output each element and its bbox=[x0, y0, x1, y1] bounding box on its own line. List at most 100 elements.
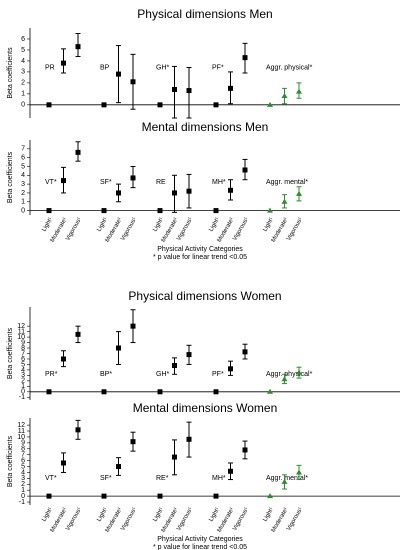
group-label: GH* bbox=[156, 371, 170, 378]
y-tick-label: 7 bbox=[21, 350, 25, 357]
y-tick-label: 1 bbox=[21, 199, 25, 206]
point bbox=[267, 101, 273, 107]
point bbox=[157, 208, 163, 214]
point bbox=[296, 190, 302, 196]
x-tick-label: Light¹ bbox=[208, 217, 221, 233]
point bbox=[213, 102, 219, 108]
group-label: MH* bbox=[212, 179, 226, 186]
group-label: RE bbox=[156, 179, 166, 186]
x-tick-label: Light¹ bbox=[96, 217, 109, 233]
point bbox=[267, 388, 273, 394]
point bbox=[228, 187, 233, 193]
group-label: PF* bbox=[212, 371, 224, 378]
group-label: Aggr. mental* bbox=[266, 179, 308, 186]
point bbox=[172, 190, 177, 196]
point bbox=[61, 60, 66, 66]
y-tick-label: 9 bbox=[21, 440, 25, 447]
point bbox=[75, 149, 81, 155]
x-tick-label: Light¹ bbox=[152, 507, 165, 523]
x-tick-label: Light¹ bbox=[41, 507, 54, 523]
point bbox=[101, 102, 107, 108]
x-tick-label: Light¹ bbox=[41, 217, 54, 233]
point bbox=[172, 86, 177, 92]
chart-title: Physical dimensions Women bbox=[128, 289, 281, 303]
y-tick-label: 5 bbox=[21, 163, 25, 170]
point bbox=[186, 88, 192, 94]
point bbox=[267, 207, 273, 213]
point bbox=[228, 468, 233, 474]
x-axis-label: Physical Activity Categories bbox=[157, 246, 243, 253]
point bbox=[61, 460, 66, 466]
point bbox=[228, 366, 233, 372]
point bbox=[101, 493, 107, 499]
point bbox=[130, 175, 136, 181]
y-tick-label: 7 bbox=[21, 452, 25, 459]
group-label: VT* bbox=[45, 179, 57, 186]
y-tick-label: 9 bbox=[21, 339, 25, 346]
y-tick-label: 12 bbox=[17, 422, 25, 429]
y-tick-label: 11 bbox=[18, 428, 25, 435]
point bbox=[186, 188, 192, 194]
y-tick-label: 8 bbox=[21, 446, 25, 453]
y-axis-label: Beta coefficients bbox=[7, 435, 14, 487]
y-tick-label: 5 bbox=[21, 463, 25, 470]
point bbox=[130, 323, 136, 329]
point bbox=[75, 331, 81, 337]
y-tick-label: 10 bbox=[17, 434, 25, 441]
y-axis-label: Beta coefficients bbox=[7, 151, 14, 203]
group-label: PR* bbox=[45, 371, 58, 378]
point bbox=[172, 454, 177, 460]
point bbox=[46, 389, 52, 395]
x-tick-label: Light¹ bbox=[96, 507, 109, 523]
y-axis-label: Beta coefficients bbox=[7, 327, 14, 379]
point bbox=[116, 190, 121, 196]
point bbox=[242, 447, 248, 453]
group-label: PR bbox=[45, 64, 55, 71]
chart-title: Mental dimensions Men bbox=[142, 120, 269, 134]
point bbox=[157, 493, 163, 499]
y-tick-label: 8 bbox=[21, 345, 25, 352]
y-tick-label: 5 bbox=[21, 47, 25, 54]
point bbox=[61, 178, 66, 184]
point bbox=[157, 389, 163, 395]
point bbox=[116, 464, 121, 470]
group-label: MH* bbox=[212, 475, 226, 482]
point bbox=[130, 79, 136, 85]
point bbox=[213, 389, 219, 395]
x-tick-label: Light¹ bbox=[152, 217, 165, 233]
point bbox=[46, 208, 52, 214]
y-tick-label: -1 bbox=[19, 394, 25, 401]
y-tick-label: 3 bbox=[21, 372, 25, 379]
y-tick-label: 6 bbox=[21, 457, 25, 464]
y-tick-label: 2 bbox=[21, 481, 25, 488]
y-tick-label: 1 bbox=[21, 91, 25, 98]
y-tick-label: 4 bbox=[21, 367, 25, 374]
y-tick-label: 3 bbox=[21, 181, 25, 188]
point bbox=[296, 369, 302, 375]
point bbox=[242, 55, 248, 61]
x-tick-label: Light¹ bbox=[208, 507, 221, 523]
y-tick-label: 0 bbox=[21, 102, 25, 109]
y-tick-label: 7 bbox=[21, 146, 25, 153]
group-label: GH* bbox=[156, 64, 170, 71]
group-label: VT* bbox=[45, 475, 57, 482]
group-label: SF* bbox=[100, 475, 112, 482]
y-tick-label: 0 bbox=[21, 207, 25, 214]
y-tick-label: 1 bbox=[21, 383, 25, 390]
x-tick-label: Light¹ bbox=[262, 507, 275, 523]
point bbox=[186, 352, 192, 358]
y-tick-label: 3 bbox=[21, 475, 25, 482]
y-tick-label: 4 bbox=[21, 469, 25, 476]
y-tick-label: 1 bbox=[21, 487, 25, 494]
group-label: Aggr. physical* bbox=[266, 64, 313, 71]
x-axis-label: Physical Activity Categories bbox=[157, 536, 243, 543]
point bbox=[101, 208, 107, 214]
point bbox=[281, 478, 288, 484]
y-tick-label: 5 bbox=[21, 361, 25, 368]
point bbox=[46, 493, 52, 499]
y-tick-label: 4 bbox=[21, 58, 25, 65]
point bbox=[228, 85, 233, 91]
point bbox=[281, 376, 288, 382]
point bbox=[75, 427, 81, 433]
